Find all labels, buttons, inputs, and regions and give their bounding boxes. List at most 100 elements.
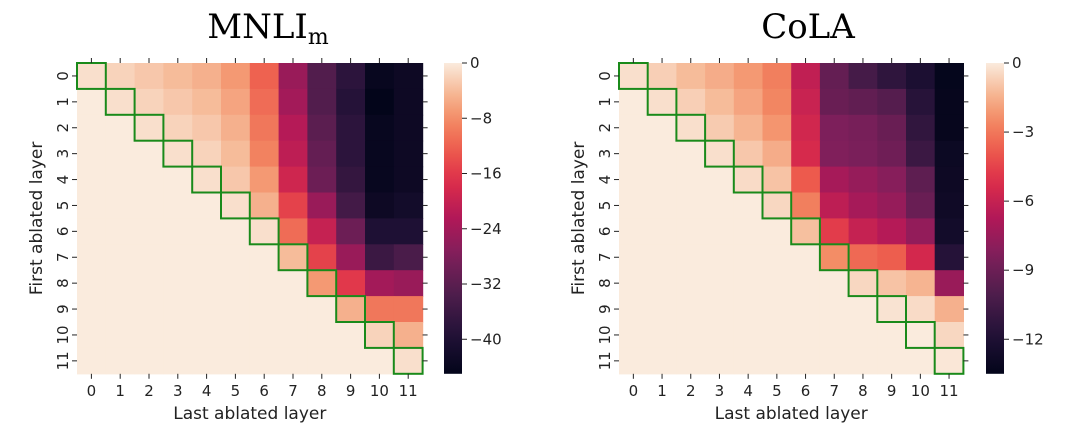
heatmap-cell-r0-c6 xyxy=(791,63,821,90)
heatmap-cell-r3-c9 xyxy=(877,140,907,168)
heatmap-cell-r0-c6 xyxy=(249,63,280,90)
heatmap-cell-r1-c2 xyxy=(134,88,164,116)
heatmap-cell-r8-c1 xyxy=(647,270,677,297)
diagonal-highlight-5 xyxy=(761,191,793,220)
heatmap-cell-r6-c4 xyxy=(192,218,222,245)
heatmap-cell-r1-c4 xyxy=(733,88,764,116)
heatmap-cell-r5-c6 xyxy=(249,192,280,219)
heatmap-cell-r9-c2 xyxy=(134,296,164,323)
heatmap-cell-r7-c11 xyxy=(393,244,424,271)
diagonal-highlight-5 xyxy=(220,191,251,220)
heatmap-cell-r8-c0 xyxy=(77,270,107,297)
y-tick-label-4: 4 xyxy=(596,175,614,185)
heatmap-cell-r4-c9 xyxy=(877,166,907,194)
heatmap-cell-r6-c2 xyxy=(676,218,706,245)
heatmap-cell-r8-c3 xyxy=(705,270,735,297)
heatmap-cell-r6-c0 xyxy=(619,218,649,245)
heatmap-cell-r1-c0 xyxy=(77,88,107,116)
heatmap-cell-r0-c8 xyxy=(848,63,878,90)
heatmap-cell-r8-c11 xyxy=(393,270,424,297)
heatmap-cell-r5-c10 xyxy=(365,192,395,219)
heatmap-cell-r3-c6 xyxy=(791,140,821,168)
heatmap-cell-r6-c5 xyxy=(762,218,792,245)
heatmap-cell-r9-c3 xyxy=(163,296,193,323)
heatmap-cell-r9-c4 xyxy=(733,296,764,323)
y-tick-label-8: 8 xyxy=(596,278,614,288)
heatmap-cell-r10-c0 xyxy=(77,322,107,349)
heatmap-cell-r2-c3 xyxy=(163,114,193,142)
heatmap-cell-r0-c4 xyxy=(733,63,764,90)
heatmap-cell-r0-c9 xyxy=(336,63,366,90)
heatmap-cell-r8-c3 xyxy=(163,270,193,297)
heatmap-cell-r6-c7 xyxy=(819,218,850,245)
y-tick-label-1: 1 xyxy=(54,97,72,107)
heatmap-cell-r0-c11 xyxy=(393,63,424,90)
x-axis-label: Last ablated layer xyxy=(173,404,326,424)
heatmap-cell-r11-c0 xyxy=(77,347,107,375)
heatmap-cell-r9-c2 xyxy=(676,296,706,323)
diagonal-highlight-10 xyxy=(905,321,936,349)
heatmap-cell-r3-c6 xyxy=(249,140,280,168)
heatmap-cell-r11-c0 xyxy=(619,347,649,375)
y-tick-label-1: 1 xyxy=(596,97,614,107)
heatmap-cell-r7-c4 xyxy=(192,244,222,271)
heatmap-cell-r2-c1 xyxy=(647,114,677,142)
heatmap-cell-r2-c11 xyxy=(393,114,424,142)
heatmap-cell-r4-c8 xyxy=(848,166,878,194)
y-tick-label-4: 4 xyxy=(54,175,72,185)
heatmap-cell-r11-c9 xyxy=(336,347,366,375)
heatmap-cell-r7-c2 xyxy=(676,244,706,271)
heatmap-cell-r7-c6 xyxy=(249,244,280,271)
heatmap-cell-r8-c8 xyxy=(848,270,878,297)
heatmap-cell-r4-c2 xyxy=(676,166,706,194)
heatmap-cell-r6-c10 xyxy=(365,218,395,245)
heatmap-cell-r2-c5 xyxy=(221,114,251,142)
heatmap-cell-r3-c7 xyxy=(819,140,850,168)
heatmap-cell-r4-c9 xyxy=(336,166,366,194)
x-tick-label-9: 9 xyxy=(346,382,356,400)
heatmap-cell-r10-c5 xyxy=(762,322,792,349)
heatmap-cell-r2-c9 xyxy=(877,114,907,142)
colorbar-tick-label-5: −40 xyxy=(470,330,502,348)
colorbar-tick-label-2: −16 xyxy=(470,165,502,183)
heatmap-cell-r9-c10 xyxy=(365,296,395,323)
x-tick-label-2: 2 xyxy=(686,382,696,400)
heatmap-cell-r0-c8 xyxy=(307,63,337,90)
heatmap-cell-r8-c2 xyxy=(134,270,164,297)
heatmap-cell-r6-c9 xyxy=(877,218,907,245)
heatmap-cell-r10-c1 xyxy=(647,322,677,349)
heatmap-cell-r6-c8 xyxy=(848,218,878,245)
x-tick-label-10: 10 xyxy=(370,382,389,400)
heatmap-cell-r7-c5 xyxy=(221,244,251,271)
heatmap-cell-r2-c6 xyxy=(249,114,280,142)
heatmap-cell-r6-c2 xyxy=(134,218,164,245)
heatmap-cell-r2-c2 xyxy=(676,114,706,142)
heatmap-cell-r10-c2 xyxy=(676,322,706,349)
heatmap-cell-r7-c10 xyxy=(365,244,395,271)
heatmap-cell-r1-c8 xyxy=(848,88,878,116)
heatmap-cell-r2-c3 xyxy=(705,114,735,142)
colorbar-tick-label-4: −12 xyxy=(1012,330,1044,348)
heatmap-cell-r8-c4 xyxy=(192,270,222,297)
heatmap-cell-r5-c5 xyxy=(221,192,251,219)
diagonal-highlight-7 xyxy=(818,243,850,272)
x-axis-label: Last ablated layer xyxy=(715,404,868,424)
heatmap-cell-r8-c7 xyxy=(819,270,850,297)
heatmap-cell-r10-c11 xyxy=(393,322,424,349)
diagonal-highlight-3 xyxy=(704,139,735,168)
colorbar xyxy=(986,63,1004,374)
heatmap-cell-r3-c5 xyxy=(221,140,251,168)
x-tick-label-11: 11 xyxy=(399,382,418,400)
heatmap-cell-r10-c11 xyxy=(934,322,964,349)
heatmap-cell-r4-c6 xyxy=(249,166,280,194)
y-tick-label-9: 9 xyxy=(596,304,614,314)
y-tick-label-5: 5 xyxy=(54,201,72,211)
heatmap-cell-r7-c1 xyxy=(105,244,136,271)
heatmap-cell-r0-c2 xyxy=(134,63,164,90)
heatmap-cell-r3-c11 xyxy=(393,140,424,168)
x-tick-label-1: 1 xyxy=(115,382,125,400)
heatmap-cell-r6-c1 xyxy=(647,218,677,245)
heatmap-cell-r3-c8 xyxy=(307,140,337,168)
